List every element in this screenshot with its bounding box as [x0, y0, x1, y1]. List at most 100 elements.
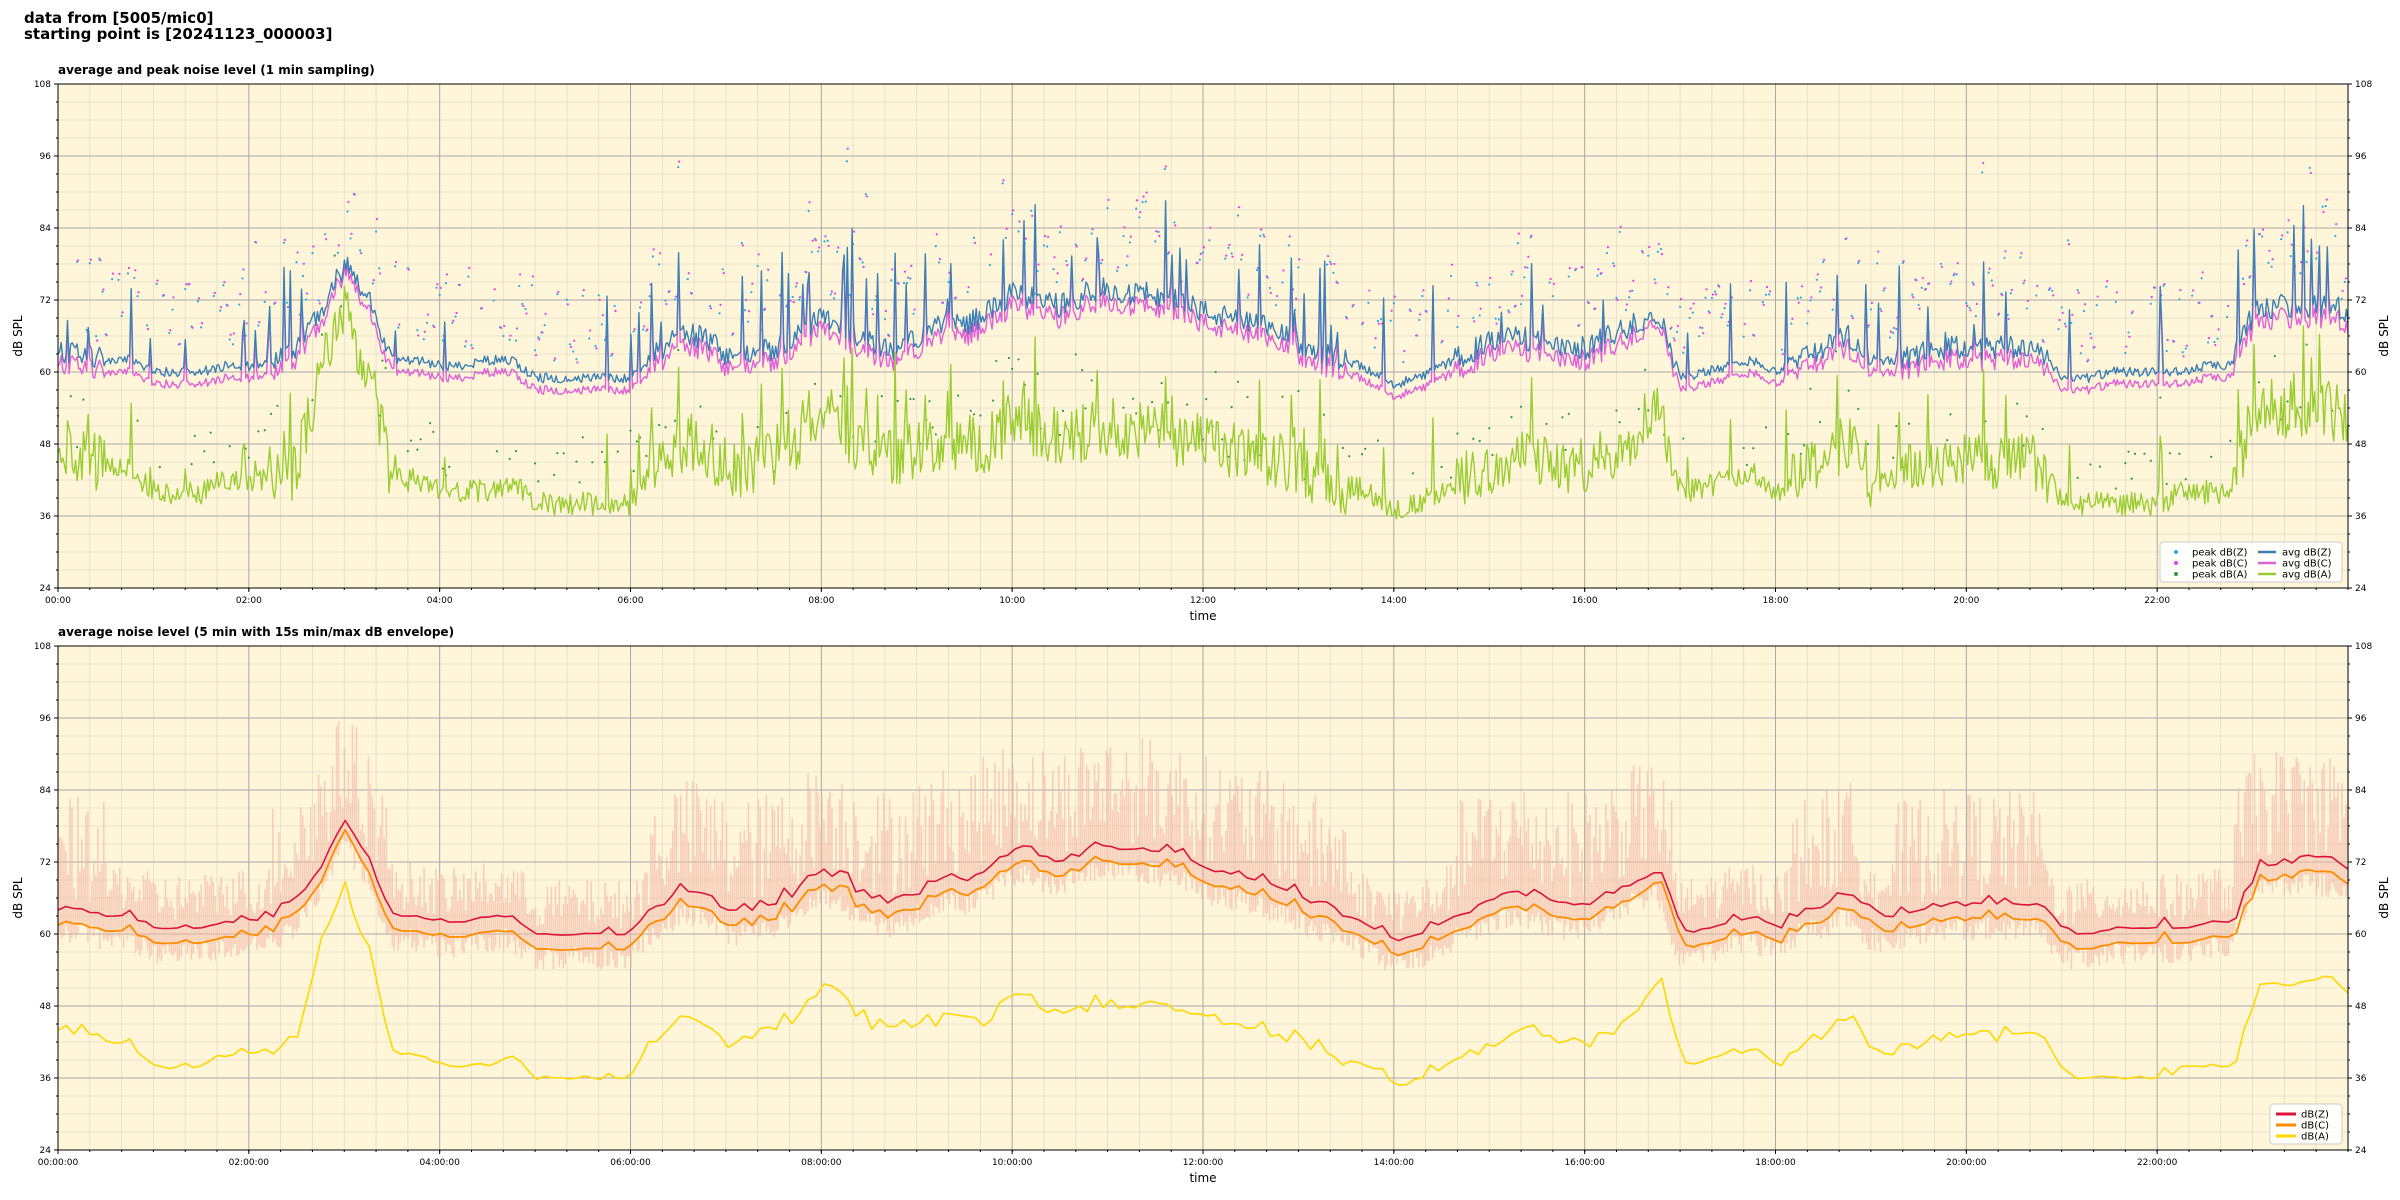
peak-z-point [2035, 294, 2038, 297]
x-tick-label: 14:00 [1381, 596, 1407, 606]
peak-c-point [1956, 262, 1959, 265]
peak-a-point [339, 305, 343, 308]
peak-c-point [1075, 245, 1078, 248]
avg-a-line [57, 285, 2349, 520]
peak-z-point [1612, 262, 1615, 265]
peak-z-point [864, 193, 867, 196]
axis-ticks: 24 24 36 36 48 48 60 60 72 72 84 84 96 96 108 108 00:00 0… [34, 80, 2373, 606]
peak-a-point [384, 366, 387, 370]
peak-z-point [1519, 303, 1523, 306]
peak-a-point [556, 451, 559, 455]
peak-z-point [1723, 306, 1726, 310]
peak-z-point [556, 293, 559, 296]
peak-c-point [2217, 328, 2220, 331]
peak-z-point [1001, 182, 1004, 185]
peak-a-point [193, 434, 196, 437]
peak-a-point [664, 426, 667, 429]
y-tick-label: 60 [2355, 368, 2367, 378]
peak-z-point [1510, 273, 1513, 276]
peak-z-point [1831, 308, 1834, 311]
peak-z-point [902, 281, 906, 285]
peak-z-point [588, 337, 591, 340]
peak-z-point [1297, 266, 1300, 269]
peak-z-point [2226, 315, 2229, 319]
peak-c-point [1657, 242, 1660, 246]
peak-a-point [2133, 452, 2137, 455]
peak-c-point [1867, 324, 1870, 327]
peak-a-point [381, 359, 384, 362]
peak-a-point [673, 419, 677, 422]
peak-z-point [1042, 244, 1046, 247]
x-tick-label: 04:00:00 [419, 1158, 460, 1168]
peak-c-point [1749, 279, 1753, 283]
peak-c-point [1689, 307, 1692, 310]
peak-a-point [1615, 409, 1618, 412]
peak-c-point [1578, 324, 1581, 327]
peak-c-point [296, 251, 299, 254]
peak-c-point [232, 332, 235, 335]
peak-c-point [1902, 260, 1905, 263]
peak-c-point [652, 248, 655, 251]
peak-c-point [1768, 290, 1772, 293]
peak-z-point [444, 281, 448, 285]
peak-a-point [813, 382, 817, 385]
peak-z-point [2124, 351, 2127, 355]
peak-c-point [1390, 309, 1393, 312]
peak-c-point [1660, 253, 1664, 256]
peak-c-point [2071, 313, 2074, 316]
peak-a-point [1643, 368, 1647, 371]
peak-c-point [2020, 252, 2023, 255]
peak-a-point [629, 429, 632, 432]
peak-c-point [534, 354, 538, 357]
peak-z-point [1004, 236, 1007, 239]
y-tick-label: 84 [2355, 224, 2367, 234]
peak-c-point [1457, 314, 1460, 317]
peak-c-point [1753, 334, 1756, 337]
peak-c-point [1912, 296, 1915, 299]
peak-a-point [934, 433, 937, 436]
peak-c-point [1632, 279, 1635, 282]
peak-z-point [1882, 289, 1885, 292]
peak-c-point [1791, 317, 1794, 320]
peak-c-point [2325, 198, 2328, 201]
peak-z-point [470, 344, 473, 347]
y-tick-label: 48 [40, 1002, 52, 1012]
peak-z-point [1141, 200, 1144, 204]
peak-c-point [2052, 294, 2055, 297]
peak-z-point [836, 250, 839, 253]
peak-c-point [1714, 293, 1718, 296]
y-tick-label: 24 [40, 1146, 52, 1156]
peak-z-point [1122, 235, 1125, 238]
peak-c-point [2201, 271, 2204, 274]
peak-z-point [2286, 231, 2289, 234]
peak-a-point [1866, 442, 1869, 446]
peak-z-point [101, 290, 104, 293]
peak-a-point [553, 473, 556, 477]
data-source-line: data from [5005/mic0] [24, 9, 214, 27]
peak-z-point [2095, 304, 2098, 307]
peak-z-point [1052, 268, 1055, 271]
peak-z-point [743, 309, 747, 312]
peak-z-point [136, 295, 139, 298]
peak-c-point [910, 264, 913, 268]
peak-z-point [937, 261, 941, 264]
peak-c-point [471, 347, 474, 350]
peak-c-point [1047, 235, 1050, 239]
peak-c-point [2090, 336, 2093, 340]
peak-z-point [514, 339, 518, 342]
peak-c-point [2004, 250, 2007, 253]
legend-label: avg dB(C) [2282, 559, 2332, 570]
peak-z-point [1236, 214, 1240, 217]
peak-c-point [515, 327, 519, 330]
peak-c-point [1800, 285, 1803, 288]
peak-z-point [2213, 340, 2216, 344]
peak-c-point [1810, 296, 1813, 299]
peak-c-point [2023, 279, 2026, 282]
peak-c-point [1845, 237, 1848, 240]
peak-a-point [1834, 350, 1838, 353]
peak-c-point [665, 302, 668, 306]
peak-c-point [1012, 209, 1015, 212]
peak-a-point [1510, 416, 1513, 419]
peak-c-point [1765, 285, 1769, 289]
peak-z-point [2299, 272, 2302, 275]
